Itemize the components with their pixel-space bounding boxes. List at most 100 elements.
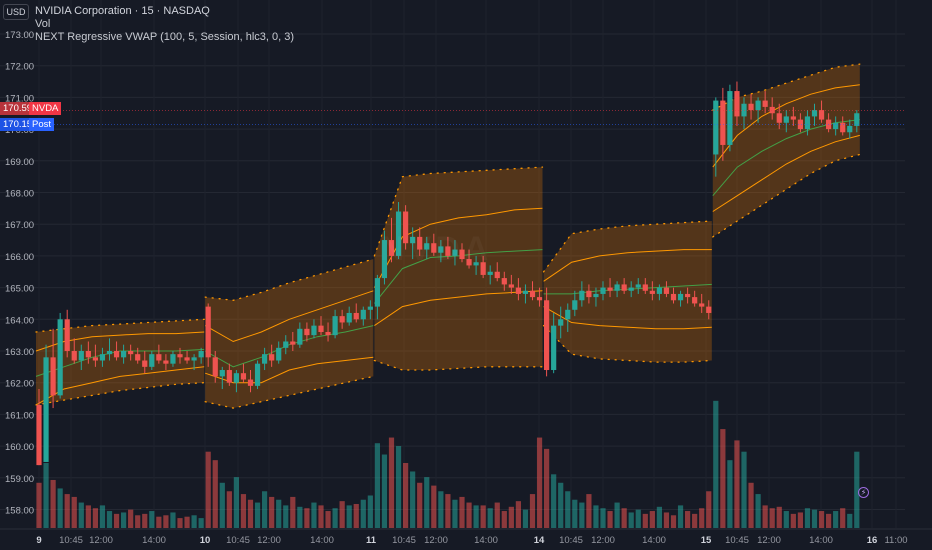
x-tick-label: 12:00 [591, 535, 615, 546]
volume-bar [283, 505, 289, 528]
candle-body [170, 354, 176, 364]
candle-body [734, 91, 740, 117]
candle-body [360, 309, 366, 320]
volume-bar [699, 508, 705, 528]
candle-body [283, 341, 289, 348]
candle-body [311, 325, 317, 336]
volume-bar [198, 518, 204, 528]
volume-bar [621, 508, 627, 528]
volume-bar [388, 437, 395, 528]
currency-button[interactable]: USD [3, 4, 29, 20]
volume-bar [226, 491, 232, 528]
replay-icon[interactable]: ⚡ [858, 487, 869, 498]
volume-bar [395, 446, 402, 528]
volume-bar [508, 506, 514, 528]
volume-bar [113, 513, 120, 528]
candle-body [254, 363, 261, 386]
volume-bar [544, 448, 550, 528]
y-tick-label: 166.00 [5, 252, 34, 263]
candle-body [748, 103, 754, 111]
candle-body [720, 100, 726, 145]
candle-body [135, 354, 141, 361]
band-bottom-dots [35, 382, 205, 406]
x-tick-label: 14:00 [809, 535, 833, 546]
x-tick-label: 12:00 [257, 535, 281, 546]
candle-body [607, 287, 613, 291]
candle-body [628, 287, 634, 291]
band-bottom-dots [712, 153, 861, 238]
candle-body [121, 351, 127, 358]
candle-body [92, 357, 98, 361]
candle-body [790, 116, 796, 120]
candle-body [663, 287, 670, 294]
volume-bar [692, 513, 698, 528]
candle-body [797, 119, 803, 130]
y-tick-label: 168.00 [5, 189, 34, 200]
volume-bar [713, 400, 719, 528]
candle-body [99, 354, 106, 361]
x-tick-label: 12:00 [424, 535, 448, 546]
candle-body [403, 211, 409, 244]
candle-body [381, 240, 388, 279]
candle-body [783, 116, 789, 123]
volume-bar [92, 508, 98, 528]
candle-body [670, 293, 677, 301]
candle-body [346, 312, 352, 323]
volume-bar [628, 512, 634, 528]
volume-bar [233, 477, 239, 528]
candle-body [205, 306, 211, 358]
candle-body [762, 100, 768, 107]
x-tick-label: 10:45 [725, 535, 749, 546]
candle-body [50, 357, 56, 396]
volume-bar [71, 496, 77, 528]
y-tick-label: 158.00 [5, 506, 34, 517]
volume-bar [522, 509, 529, 528]
candle-body [536, 297, 543, 301]
y-tick-label: 162.00 [5, 379, 34, 390]
volume-bar [297, 506, 303, 528]
volume-bar [840, 508, 846, 528]
candle-body [727, 91, 733, 145]
candle-body [776, 113, 782, 123]
volume-bar [706, 491, 712, 528]
x-tick-label: 10:45 [59, 535, 83, 546]
candle-body [522, 290, 529, 294]
volume-bar [339, 501, 345, 528]
candle-body [431, 243, 437, 253]
candle-body [487, 271, 493, 275]
x-tick-label: 14:00 [310, 535, 334, 546]
candle-body [804, 116, 811, 130]
vwap-lower-line [205, 356, 374, 384]
x-tick-label: 14 [534, 535, 545, 546]
candle-body [374, 278, 380, 307]
x-tick-label: 12:00 [89, 535, 113, 546]
volume-bar [128, 509, 134, 528]
x-tick-label: 12:00 [757, 535, 781, 546]
x-tick-label: 10:45 [226, 535, 250, 546]
volume-bar [614, 502, 620, 528]
volume-legend[interactable]: Vol [35, 18, 51, 30]
last-price-tag: 170.59 [0, 102, 32, 115]
volume-bar [184, 516, 190, 528]
candle-body [692, 297, 698, 304]
candle-body [579, 290, 585, 301]
indicator-legend[interactable]: NEXT Regressive VWAP (100, 5, Session, h… [35, 31, 295, 43]
volume-bar [762, 505, 768, 528]
vwap-lower-line [712, 134, 860, 212]
candle-body [233, 373, 239, 383]
volume-bar [818, 511, 825, 528]
y-tick-label: 167.00 [5, 220, 34, 231]
volume-bar [501, 511, 507, 528]
vwap-band-fill [36, 319, 205, 405]
volume-bar [769, 508, 775, 528]
x-tick-label: 14:00 [642, 535, 666, 546]
volume-bar [212, 460, 218, 528]
symbol-legend[interactable]: NVIDIA Corporation · 15 · NASDAQ [35, 5, 210, 17]
volume-bar [50, 479, 56, 528]
y-tick-label: 163.00 [5, 347, 34, 358]
candle-body [508, 284, 514, 288]
candle-body [818, 110, 825, 120]
volume-bar [607, 511, 613, 528]
